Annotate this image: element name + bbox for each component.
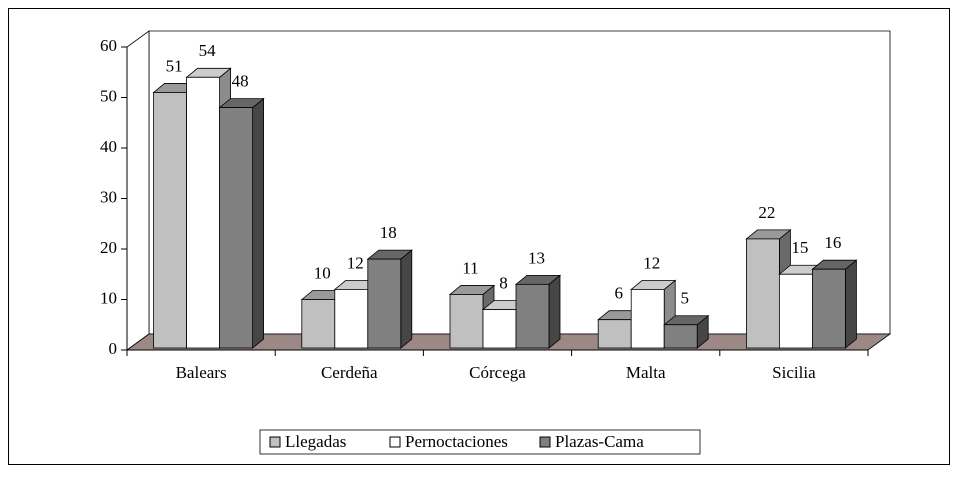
data-label: 13 [528,248,545,267]
data-label: 15 [791,238,808,257]
data-label: 10 [314,263,331,282]
bar [482,309,517,349]
bar-group [811,259,858,349]
x-tick-label: Malta [626,363,666,382]
legend-frame [259,429,701,455]
bar [812,268,846,349]
data-label: 12 [347,253,364,272]
data-label: 11 [462,258,478,277]
bar [746,238,780,349]
y-tick-label: 10 [100,288,117,307]
bar [449,294,484,349]
bar [367,258,402,349]
legend-swatch [539,436,551,448]
legend: Llegadas Pernoctaciones Plazas-Cama [259,429,701,455]
y-tick-label: 0 [109,339,118,358]
data-label: 18 [380,223,397,242]
data-label: 48 [232,72,249,91]
bar [779,273,813,349]
side-wall [126,30,150,351]
data-label: 8 [499,274,508,293]
bar [219,107,254,349]
bar-side [845,259,857,349]
data-label: 5 [680,289,689,308]
x-tick-label: Córcega [469,363,526,382]
y-tick-label: 30 [100,187,117,206]
y-tick-label: 20 [100,238,117,257]
data-label: 16 [824,233,841,252]
bar [153,92,188,349]
bar-group [745,229,792,349]
y-tick-label: 60 [100,36,117,55]
data-label: 22 [758,203,775,222]
data-label: 54 [199,41,217,60]
bar [515,283,550,349]
legend-label: Pernoctaciones [405,432,508,451]
bar-side [548,274,561,349]
y-tick-label: 40 [100,137,117,156]
bar-group [514,274,562,349]
legend-label: Plazas-Cama [555,432,644,451]
legend-swatch [389,436,401,448]
bar [334,288,369,349]
legend-label: Llegadas [285,432,346,451]
bar-side [400,249,413,349]
bar [663,324,698,349]
data-label: 51 [166,56,183,75]
x-tick-label: Cerdeña [321,363,378,382]
bar-group [366,249,413,349]
x-tick-label: Balears [176,363,227,382]
bar [186,76,221,349]
bar-group [663,314,710,349]
data-label: 6 [614,284,623,303]
bar [301,299,336,349]
legend-swatch [269,436,281,448]
x-tick-label: Sicilia [772,363,816,382]
y-tick-label: 50 [100,86,117,105]
bar-group [218,97,265,349]
bar [630,288,665,349]
data-label: 12 [643,253,660,272]
bar-side [252,97,265,349]
bar [597,319,632,349]
